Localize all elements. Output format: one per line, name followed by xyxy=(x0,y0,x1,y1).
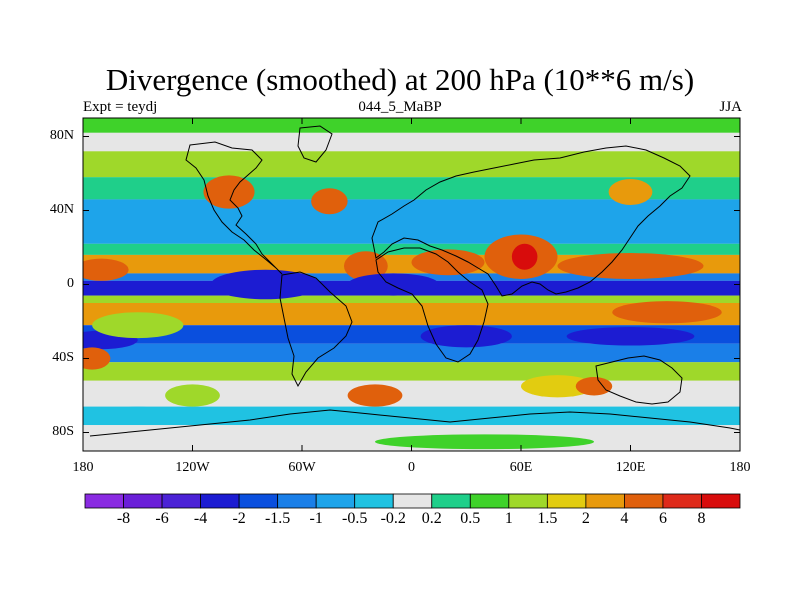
colorbar-swatch xyxy=(84,493,124,509)
y-tick-label-40n: 40N xyxy=(49,201,74,217)
field-cell xyxy=(420,325,512,348)
coastline-australia xyxy=(595,355,683,405)
x-tick-label-60w: 60W xyxy=(288,460,316,475)
field-cell xyxy=(203,175,255,209)
y-tick-label-80s: 80S xyxy=(52,423,74,439)
field-cell xyxy=(557,253,704,279)
colorbar-swatch xyxy=(546,493,587,509)
x-tick-marks xyxy=(82,118,741,451)
case-label: 044_5_MaBP xyxy=(358,99,442,115)
coastlines xyxy=(89,125,740,437)
season-label: JJA xyxy=(719,99,742,115)
field-cell xyxy=(83,347,111,370)
colorbar-label: 1.5 xyxy=(537,510,558,527)
field-cell xyxy=(83,258,129,281)
colorbar-label: 6 xyxy=(658,510,667,527)
field-cell xyxy=(92,312,184,339)
colorbar-swatch xyxy=(200,493,240,509)
y-tick-label-0: 0 xyxy=(67,275,74,291)
x-tick-label-180e: 180 xyxy=(729,460,751,475)
colorbar-label: -0.2 xyxy=(380,510,406,527)
colorbar-label: 0.2 xyxy=(421,510,442,527)
field-band xyxy=(83,229,740,244)
field-cell xyxy=(343,251,388,281)
coastline-greenland xyxy=(297,125,333,163)
colorbar-label: 2 xyxy=(581,510,590,527)
field-cell xyxy=(608,179,653,205)
y-tick-label-40s: 40S xyxy=(52,349,74,365)
colorbar-label: -2 xyxy=(232,510,246,527)
colorbar xyxy=(84,493,741,509)
colorbar-swatch xyxy=(585,493,625,509)
colorbar-label: -1 xyxy=(309,510,323,527)
field-band xyxy=(83,132,740,152)
field-band xyxy=(83,295,740,303)
field-cell xyxy=(612,301,722,324)
x-tick-label-60e: 60E xyxy=(509,460,533,475)
field-band xyxy=(83,406,740,426)
colorbar-label: -8 xyxy=(116,510,131,527)
field-cell xyxy=(347,273,439,296)
divergence-field xyxy=(83,118,740,451)
field-band xyxy=(83,343,740,363)
field-band xyxy=(83,151,740,178)
coastline-south-america xyxy=(279,271,353,388)
field-cell xyxy=(347,384,403,407)
chart-title: Divergence (smoothed) at 200 hPa (10**6 … xyxy=(105,62,695,97)
x-tick-label-120w: 120W xyxy=(175,460,210,475)
x-tick-label-180w: 180 xyxy=(72,460,94,475)
field-cell xyxy=(566,327,695,346)
colorbar-swatch xyxy=(238,493,279,509)
coastline-africa xyxy=(375,247,489,363)
field-cell xyxy=(375,434,594,450)
colorbar-swatch xyxy=(431,493,471,509)
x-tick-label-0: 0 xyxy=(408,460,415,475)
colorbar-swatch xyxy=(161,493,201,509)
colorbar-swatch xyxy=(315,493,356,509)
field-cell xyxy=(311,188,348,215)
colorbar-swatch xyxy=(469,493,510,509)
colorbar-swatch xyxy=(662,493,702,509)
field-band xyxy=(83,243,740,255)
experiment-label: Expt = teydj xyxy=(83,99,158,115)
colorbar-label: -6 xyxy=(155,510,169,527)
field-band xyxy=(83,118,740,133)
field-cell xyxy=(521,375,594,398)
field-cell xyxy=(210,269,321,300)
colorbar-swatch xyxy=(624,493,664,509)
colorbar-swatch xyxy=(508,493,548,509)
coastline-europe-asia xyxy=(371,145,691,297)
colorbar-swatch xyxy=(392,493,433,509)
colorbar-label: -0.5 xyxy=(342,510,368,527)
field-band xyxy=(83,199,740,229)
coastline-north-america xyxy=(185,141,283,275)
coastline-antarctica xyxy=(89,409,740,437)
colorbar-label: -4 xyxy=(193,510,208,527)
colorbar-label: -1.5 xyxy=(264,510,291,527)
field-cell xyxy=(575,377,613,396)
colorbar-label: 1 xyxy=(504,510,513,527)
colorbar-label: 8 xyxy=(697,510,706,527)
field-band xyxy=(83,303,740,326)
field-cell xyxy=(110,406,166,422)
colorbar-label: 0.5 xyxy=(460,510,481,527)
colorbar-label: 4 xyxy=(620,510,629,527)
field-band xyxy=(83,362,740,381)
y-tick-label-80n: 80N xyxy=(49,127,74,143)
colorbar-swatch xyxy=(277,493,317,509)
colorbar-swatch xyxy=(123,493,163,509)
field-cell xyxy=(511,243,538,270)
y-tick-marks xyxy=(83,136,740,433)
field-cell xyxy=(165,384,220,407)
x-tick-label-120e: 120E xyxy=(615,460,646,475)
colorbar-swatch xyxy=(701,493,741,509)
colorbar-swatch xyxy=(354,493,394,509)
